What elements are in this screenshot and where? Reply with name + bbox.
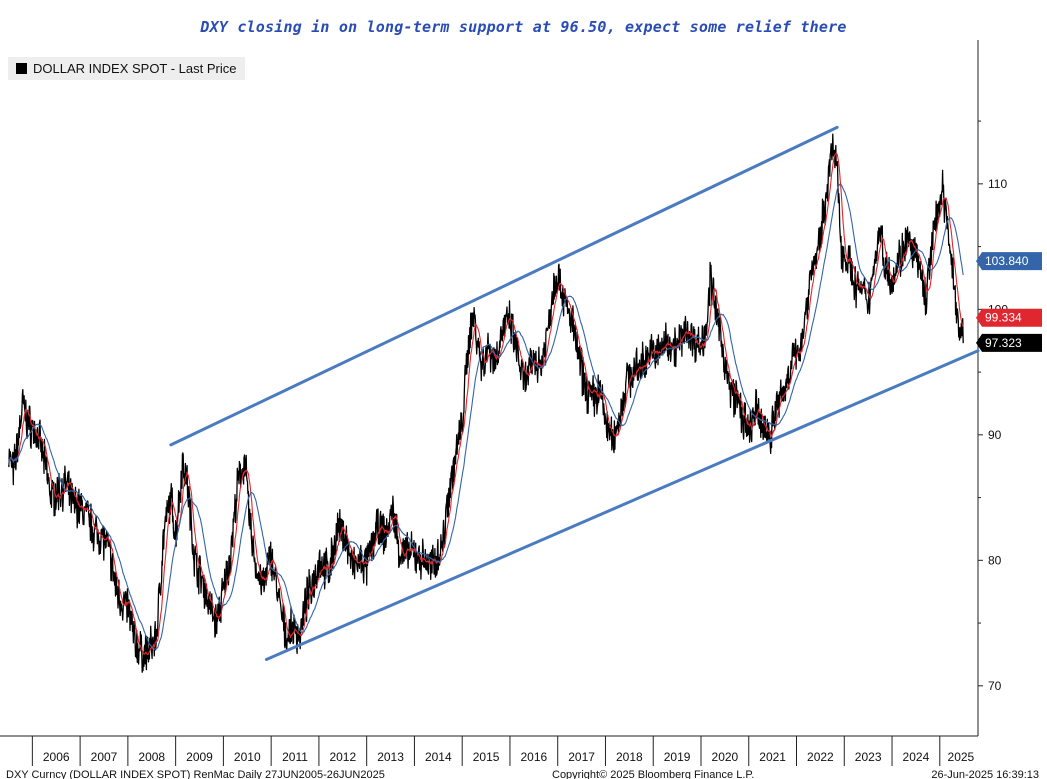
x-tick-label: 2016	[520, 750, 547, 764]
ma-short-line	[7, 151, 964, 656]
chart-title: DXY closing in on long-term support at 9…	[200, 18, 847, 36]
x-tick-label: 2010	[234, 750, 261, 764]
y-tick-label: 90	[988, 428, 1002, 442]
x-tick-label: 2018	[616, 750, 643, 764]
x-tick-label: 2012	[329, 750, 356, 764]
last-value-tags: 103.840 99.334 97.323	[976, 252, 1042, 352]
x-tick-label: 2025	[948, 750, 975, 764]
footer-center: Copyright© 2025 Bloomberg Finance L.P.	[552, 769, 754, 779]
x-tick-label: 2008	[138, 750, 165, 764]
x-tick-label: 2006	[43, 750, 70, 764]
x-tick-label: 2009	[186, 750, 213, 764]
x-tick-label: 2007	[91, 750, 118, 764]
channel-lower-line	[264, 349, 980, 661]
value-tag-label: 99.334	[985, 311, 1022, 325]
x-tick-label: 2013	[377, 750, 404, 764]
x-tick-label: 2024	[903, 750, 930, 764]
x-tick-label: 2017	[568, 750, 595, 764]
channel-upper-line	[169, 125, 839, 447]
footer-right: 26-Jun-2025 16:39:13	[931, 769, 1039, 779]
ma-long-line	[7, 183, 964, 650]
series-layer	[7, 133, 964, 673]
x-tick-label: 2011	[282, 750, 308, 764]
value-tag	[976, 308, 1042, 327]
footer-left: DXY Curncy (DOLLAR INDEX SPOT) RenMac Da…	[6, 769, 385, 779]
x-tick-label: 2023	[855, 750, 882, 764]
legend-swatch	[16, 63, 27, 74]
price-line	[7, 133, 964, 673]
legend-label: DOLLAR INDEX SPOT - Last Price	[33, 61, 237, 76]
x-tick-label: 2020	[712, 750, 739, 764]
trend-lines	[169, 125, 980, 661]
value-tag	[976, 333, 1042, 352]
value-tag	[976, 252, 1042, 271]
y-tick-label: 110	[988, 177, 1007, 191]
x-tick-label: 2015	[473, 750, 500, 764]
footer: DXY Curncy (DOLLAR INDEX SPOT) RenMac Da…	[6, 769, 1039, 779]
y-tick-label: 70	[988, 679, 1002, 693]
chart-legend: DOLLAR INDEX SPOT - Last Price	[8, 57, 245, 80]
y-tick-label: 80	[988, 553, 1002, 567]
x-tick-label: 2014	[425, 750, 452, 764]
x-tick-label: 2021	[759, 750, 786, 764]
x-tick-label: 2022	[807, 750, 834, 764]
value-tag-label: 97.323	[985, 336, 1022, 350]
value-tag-label: 103.840	[985, 254, 1029, 268]
x-tick-label: 2019	[664, 750, 691, 764]
